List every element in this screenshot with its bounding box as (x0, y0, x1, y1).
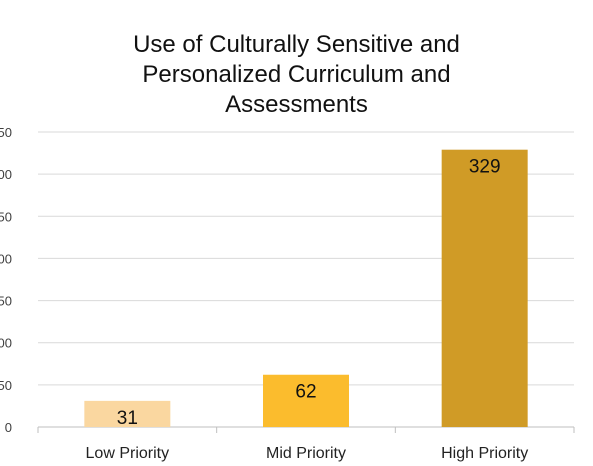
bar (263, 374, 349, 427)
data-label: 62 (295, 382, 316, 403)
y-tick-label: 200 (0, 251, 12, 266)
bar (84, 400, 171, 427)
x-tick-label: High Priority (441, 445, 528, 462)
bar (441, 149, 528, 427)
y-tick-label: 0 (5, 420, 12, 435)
data-label: 31 (117, 408, 138, 429)
y-tick-label: 100 (0, 336, 12, 351)
data-label: 329 (469, 157, 501, 178)
y-tick-label: 250 (0, 209, 12, 224)
y-tick-label: 300 (0, 167, 12, 182)
y-tick-label: 150 (0, 294, 12, 309)
chart-title-line-1: Use of Culturally Sensitive and (133, 31, 460, 58)
y-tick-label: 350 (0, 125, 12, 140)
chart-title-line-2: Personalized Curriculum and (142, 61, 451, 88)
y-tick-label: 50 (0, 378, 12, 393)
chart-title: Use of Culturally Sensitive and Personal… (0, 30, 593, 120)
x-tick-label: Mid Priority (266, 445, 346, 462)
x-tick-label: Low Priority (86, 445, 170, 462)
chart-title-line-3: Assessments (225, 91, 368, 118)
